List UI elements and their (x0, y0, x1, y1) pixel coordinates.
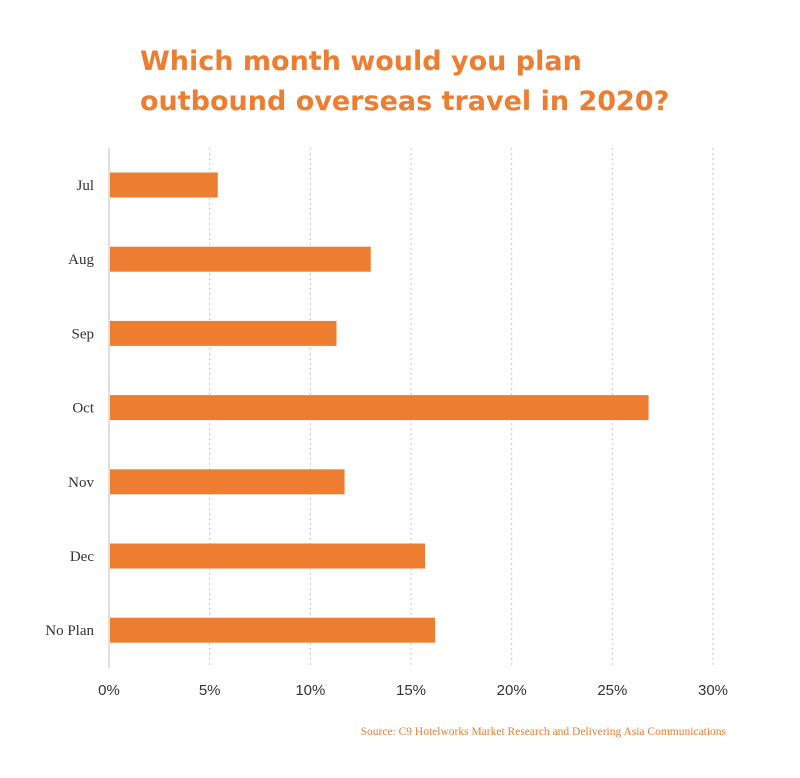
x-tick-label-30: 30% (698, 682, 728, 699)
bar-sep (110, 320, 337, 346)
bar-aug (110, 246, 371, 272)
bar-oct (110, 395, 649, 421)
bar-nov (110, 469, 345, 495)
bar-jul (110, 172, 218, 198)
category-label-dec: Dec (70, 549, 94, 565)
x-tick-labels: 0% 5% 10% 15% 20% 25% 30% (98, 682, 728, 699)
bar-dec (110, 543, 426, 569)
x-tick-label-5: 5% (199, 682, 221, 699)
category-label-aug: Aug (68, 252, 94, 268)
bars (110, 172, 649, 643)
x-tick-label-10: 10% (295, 682, 325, 699)
category-label-sep: Sep (72, 326, 95, 342)
chart-title-line-1: Which month would you plan (140, 46, 582, 77)
x-tick-label-0: 0% (98, 682, 120, 699)
category-label-jul: Jul (76, 178, 94, 194)
chart-title: Which month would you plan outbound over… (140, 42, 760, 122)
x-tick-label-20: 20% (497, 682, 527, 699)
chart-title-line-2: outbound overseas travel in 2020? (140, 86, 670, 117)
source-note: Source: C9 Hotelworks Market Research an… (360, 726, 726, 738)
category-labels: Jul Aug Sep Oct Nov Dec No Plan (45, 178, 95, 639)
x-tick-label-15: 15% (396, 682, 426, 699)
x-tick-label-25: 25% (597, 682, 627, 699)
category-label-nov: Nov (68, 475, 94, 491)
category-label-no-plan: No Plan (45, 623, 94, 639)
category-label-oct: Oct (72, 401, 94, 417)
bar-no-plan (110, 617, 436, 643)
